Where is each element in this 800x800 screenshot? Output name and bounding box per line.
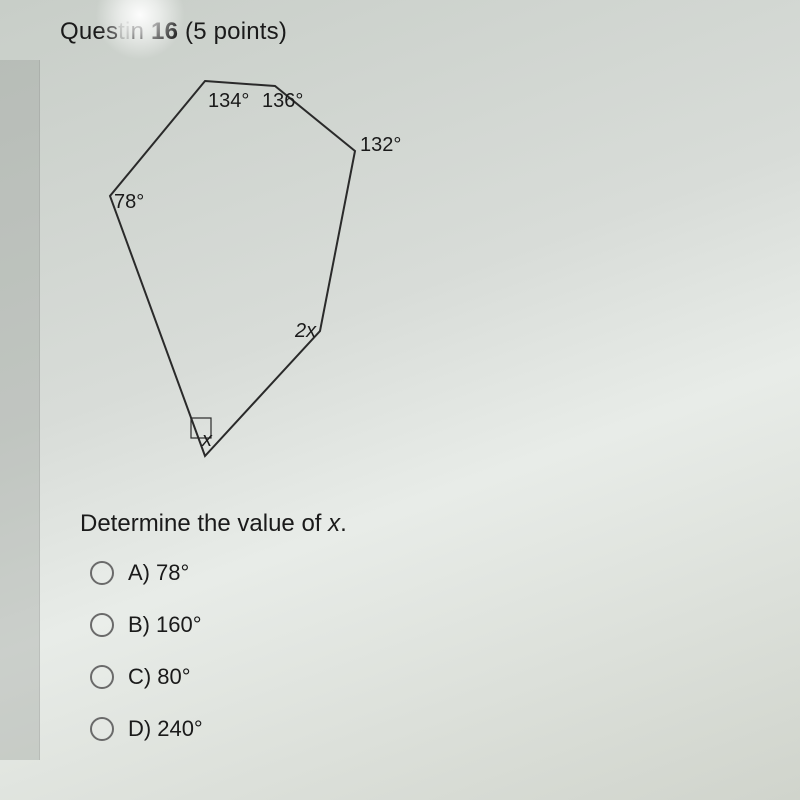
option-d-text: D)240° (128, 716, 203, 742)
option-a-value: 78° (156, 560, 189, 585)
option-d-value: 240° (157, 716, 203, 741)
angle-label: x (202, 429, 212, 452)
option-c[interactable]: C)80° (90, 664, 800, 690)
question-prompt: Determine the value of x. (80, 510, 800, 538)
prompt-after: . (340, 510, 347, 537)
question-prefix: Ques (60, 18, 118, 45)
polygon-svg (90, 56, 430, 486)
prompt-before: Determine the value of (80, 510, 328, 537)
angle-label: 136° (262, 90, 303, 113)
angle-label: 78° (114, 191, 144, 214)
question-header: Questin 16 (5 points) (60, 18, 800, 46)
question-obscured: ti (118, 18, 130, 45)
option-a-text: A)78° (128, 560, 189, 586)
hexagon-shape (110, 81, 355, 456)
option-b[interactable]: B)160° (90, 612, 800, 638)
angle-label: 2x (295, 320, 316, 343)
option-c-value: 80° (157, 664, 190, 689)
option-d-letter: D) (128, 716, 151, 741)
prompt-variable: x (328, 510, 340, 537)
radio-d[interactable] (90, 717, 114, 741)
radio-c[interactable] (90, 665, 114, 689)
option-c-letter: C) (128, 664, 151, 689)
question-number: 16 (151, 18, 178, 45)
sidebar-edge (0, 60, 40, 760)
radio-a[interactable] (90, 561, 114, 585)
option-d[interactable]: D)240° (90, 716, 800, 742)
question-suffix: n (131, 18, 145, 45)
question-content: Questin 16 (5 points) 134° 136° 132° 78° 2x x… (0, 0, 800, 742)
radio-b[interactable] (90, 613, 114, 637)
answer-options: A)78° B)160° C)80° D)240° (90, 560, 800, 742)
geometry-diagram: 134° 136° 132° 78° 2x x (90, 56, 430, 486)
angle-label: 132° (360, 134, 401, 157)
option-c-text: C)80° (128, 664, 191, 690)
option-b-letter: B) (128, 612, 150, 637)
angle-label: 134° (208, 90, 249, 113)
option-a-letter: A) (128, 560, 150, 585)
question-points: (5 points) (185, 18, 287, 45)
option-b-text: B)160° (128, 612, 202, 638)
option-b-value: 160° (156, 612, 202, 637)
option-a[interactable]: A)78° (90, 560, 800, 586)
